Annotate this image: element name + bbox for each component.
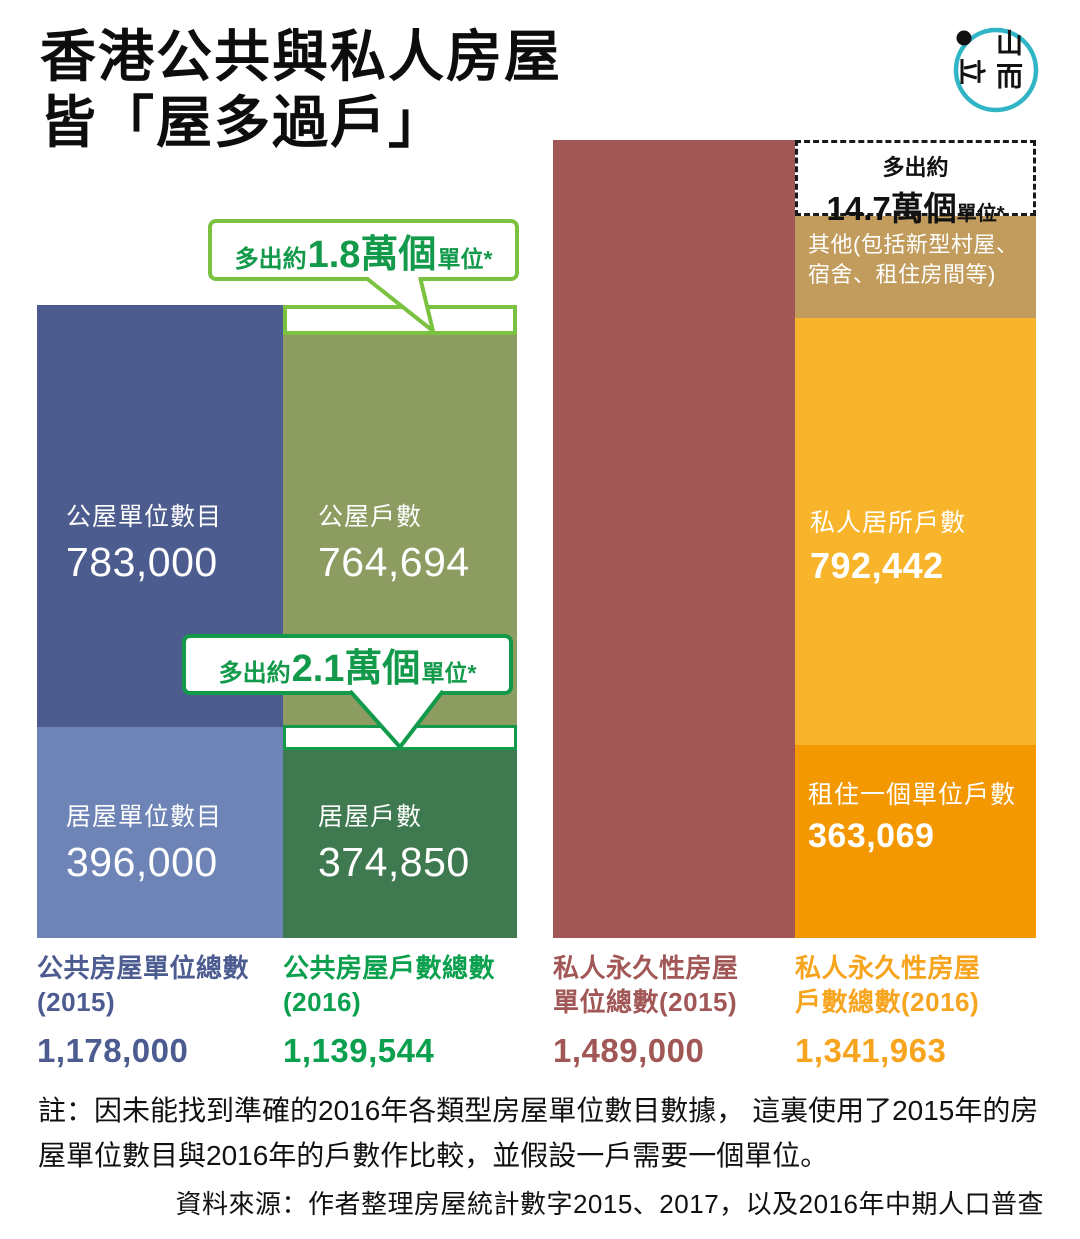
label-text: 居屋戶數 [318, 803, 423, 831]
total-label: 公共房屋戶數總數 (2016) [283, 952, 528, 1020]
total-value: 1,489,000 [553, 1031, 705, 1069]
label-value: 396,000 [66, 839, 218, 885]
total-label-line1: 私人永久性房屋 [795, 953, 981, 983]
total-label-line2: (2015) [37, 986, 116, 1017]
page-title-line2: 皆「屋多過戶」 [40, 91, 446, 155]
label-public-rental-households: 公屋戶數 764,694 [318, 497, 470, 586]
label-subsidised-households: 居屋戶數 374,850 [318, 797, 470, 886]
data-source: 資料來源：作者整理房屋統計數字2015、2017，以及2016年中期人口普查 [175, 1189, 1044, 1219]
label-private-rented: 租住一個單位戶數 363,069 [808, 775, 1016, 856]
callout-private-amount: 14.7萬個 [826, 190, 957, 227]
callout-tail-icon [363, 277, 435, 333]
footnote: 註：因未能找到準確的2016年各類型房屋單位數目數據， 這裏使用了2015年的房… [38, 1095, 1039, 1172]
total-label-line2: 單位總數(2015) [553, 986, 738, 1017]
label-public-rental-units: 公屋單位數目 783,000 [66, 497, 222, 586]
bar-private-units [553, 140, 795, 938]
total-label-line2: 戶數總數(2016) [795, 986, 980, 1017]
label-text: 私人居所戶數 [810, 509, 967, 537]
callout-private-prefix: 多出約 [882, 155, 949, 180]
label-private-households: 私人居所戶數 792,442 [810, 503, 966, 587]
total-label: 私人永久性房屋 戶數總數(2016) [795, 952, 1040, 1020]
logo-dot-icon [956, 30, 972, 46]
total-public-units: 公共房屋單位總數 (2015) 1,178,000 [37, 952, 282, 1070]
total-label-line1: 公共房屋單位總數 [37, 953, 250, 983]
label-value: 792,442 [810, 545, 944, 586]
callout-private-line2: 14.7萬個 單位* [798, 182, 1033, 230]
total-value: 1,341,963 [795, 1031, 947, 1069]
callout-prefix: 多出約 [234, 245, 307, 273]
label-text: 居屋單位數目 [66, 803, 223, 831]
callout-private-unit: 單位* [956, 203, 1005, 225]
total-value: 1,139,544 [283, 1031, 435, 1069]
logo-glyph-shan: 山 [996, 29, 1023, 59]
callout-tail-icon [348, 690, 445, 749]
total-public-households: 公共房屋戶數總數 (2016) 1,139,544 [283, 952, 528, 1070]
callout-amount: 1.8萬個 [307, 233, 437, 276]
total-private-households: 私人永久性房屋 戶數總數(2016) 1,341,963 [795, 952, 1040, 1070]
total-label: 公共房屋單位總數 (2015) [37, 952, 282, 1020]
callout-unit: 單位* [437, 245, 493, 272]
callout-line: 多出約 2.1萬個 單位* [219, 637, 477, 692]
logo-circle-icon [953, 27, 1039, 113]
callout-line: 多出約 1.8萬個 單位* [235, 223, 493, 278]
bar-private-households [795, 318, 1036, 745]
total-label-line2: (2016) [283, 986, 362, 1017]
callout-prefix: 多出約 [218, 660, 291, 687]
total-value: 1,178,000 [37, 1031, 189, 1069]
label-private-other: 其他(包括新型村屋、宿舍、租住房間等) [808, 232, 1019, 287]
label-text: 租住一個單位戶數 [808, 781, 1017, 809]
callout-subsidised-surplus: 多出約 2.1萬個 單位* [182, 634, 513, 695]
initium-media-logo: 山 而 立 [953, 27, 1039, 113]
callout-amount: 2.1萬個 [291, 648, 421, 690]
logo-glyph-li: 立 [956, 58, 987, 85]
label-value: 363,069 [808, 817, 935, 855]
page-title: 香港公共與私人房屋 皆「屋多過戶」 [40, 24, 562, 156]
callout-public-rental-surplus: 多出約 1.8萬個 單位* [208, 219, 519, 281]
callout-unit: 單位* [421, 660, 477, 686]
bar-subsidised-households [283, 750, 517, 938]
label-value: 783,000 [66, 539, 218, 585]
bar-private-rented [795, 745, 1036, 938]
page-title-line1: 香港公共與私人房屋 [40, 25, 562, 88]
label-subsidised-units: 居屋單位數目 396,000 [66, 797, 222, 886]
bar-subsidised-units [37, 727, 283, 938]
total-private-units: 私人永久性房屋 單位總數(2015) 1,489,000 [553, 952, 798, 1070]
label-text: 公屋戶數 [318, 503, 423, 531]
label-value: 374,850 [318, 839, 470, 885]
total-label-line1: 公共房屋戶數總數 [283, 953, 496, 983]
total-label: 私人永久性房屋 單位總數(2015) [553, 952, 798, 1020]
total-label-line1: 私人永久性房屋 [553, 953, 739, 983]
bar-private-other [795, 216, 1036, 318]
logo-glyph-er: 而 [996, 62, 1023, 92]
label-text: 公屋單位數目 [66, 503, 223, 531]
callout-private-surplus: 多出約 14.7萬個 單位* [795, 140, 1036, 227]
label-value: 764,694 [318, 539, 470, 585]
